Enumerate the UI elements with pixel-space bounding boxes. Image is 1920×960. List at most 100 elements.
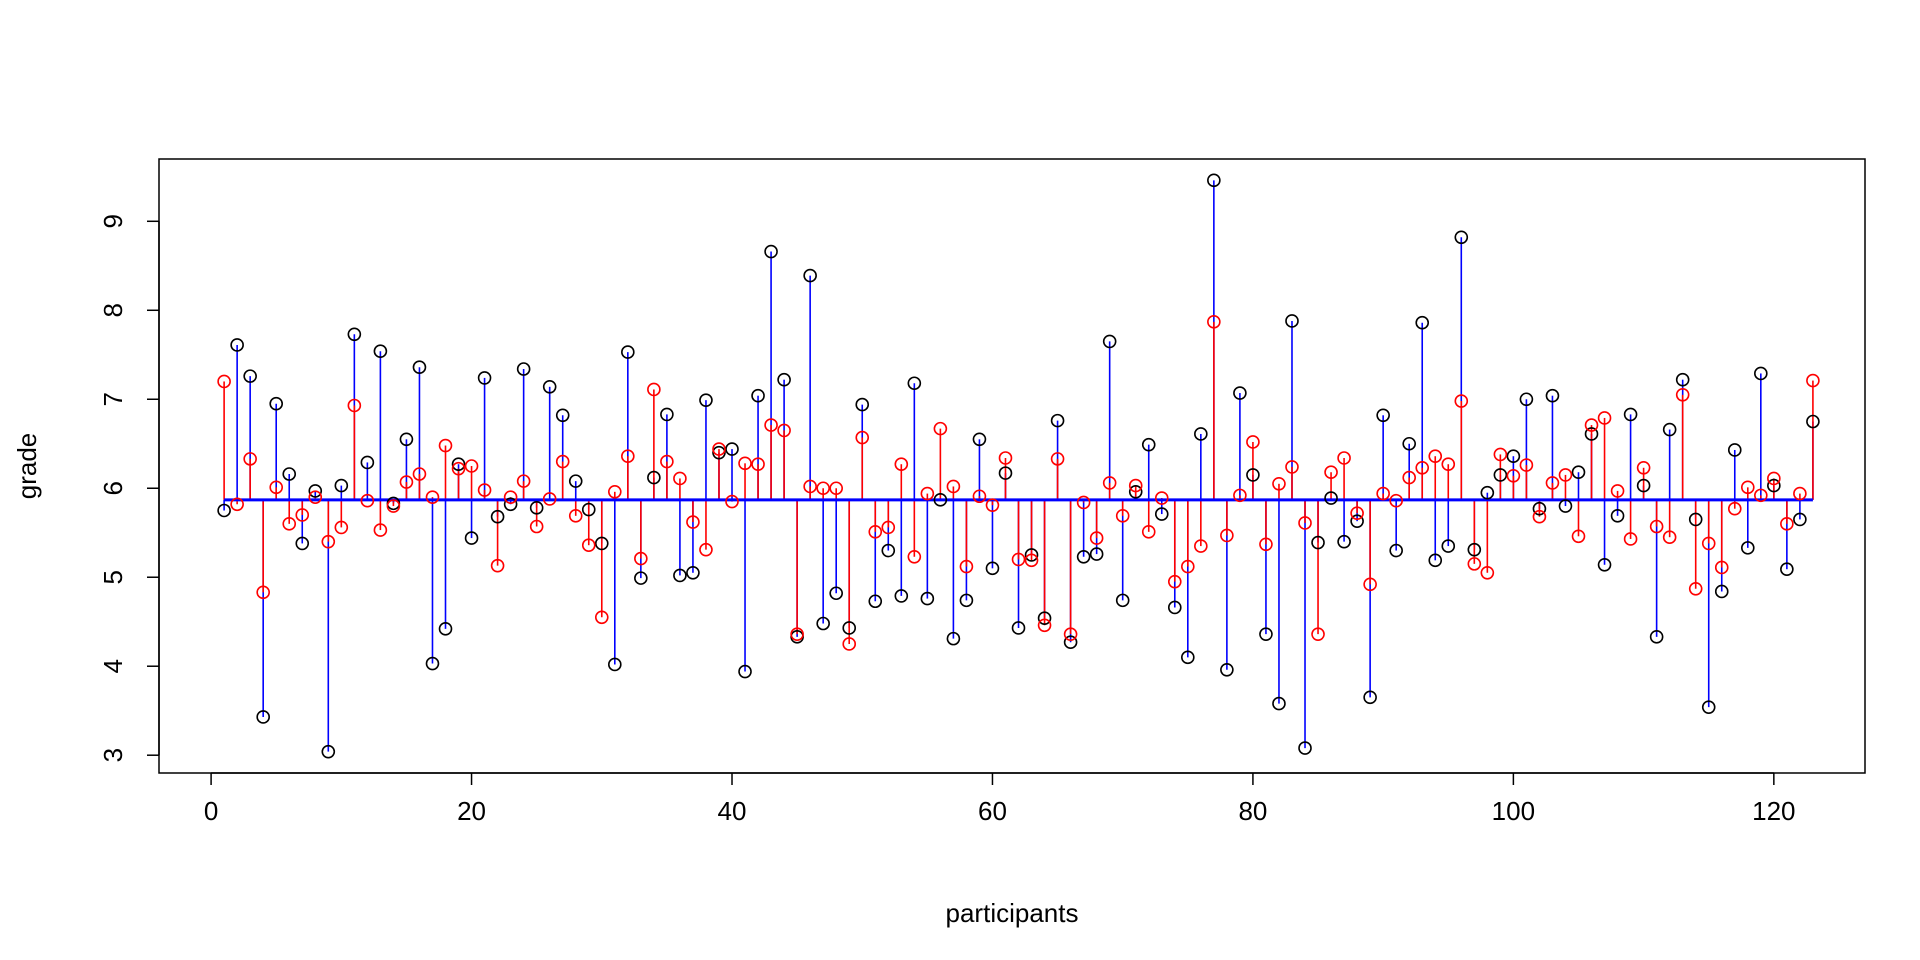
observed-point	[1767, 478, 1781, 493]
predicted-point	[1649, 519, 1664, 534]
predicted-point	[1584, 418, 1599, 432]
predicted-point	[555, 454, 570, 469]
observed-point	[1285, 314, 1299, 328]
predicted-point	[321, 534, 336, 549]
observed-point	[1688, 512, 1703, 527]
predicted-point	[1194, 539, 1208, 553]
observed-point	[542, 380, 557, 394]
predicted-point	[1350, 506, 1364, 520]
observed-point	[1324, 491, 1338, 505]
predicted-point	[1558, 468, 1573, 482]
predicted-point	[1076, 495, 1091, 510]
observed-point	[933, 493, 948, 507]
predicted-point	[1050, 452, 1065, 466]
predicted-point	[673, 471, 687, 486]
observed-point	[321, 744, 336, 759]
x-tick-label: 0	[204, 796, 218, 826]
observed-point	[1610, 509, 1625, 523]
predicted-point	[308, 490, 323, 504]
observed-point	[660, 407, 674, 422]
observed-point	[1467, 542, 1482, 557]
predicted-point	[282, 517, 297, 531]
observed-point	[1076, 549, 1091, 564]
observed-point	[1558, 499, 1573, 513]
predicted-point	[1806, 373, 1820, 388]
predicted-point	[1740, 480, 1755, 495]
observed-point	[1128, 485, 1143, 499]
observed-point	[1311, 535, 1325, 550]
observed-point	[1154, 507, 1169, 521]
observed-point	[998, 466, 1013, 480]
predicted-point	[1233, 488, 1247, 503]
observed-point	[1246, 468, 1260, 482]
y-tick-label: 4	[98, 659, 128, 673]
y-tick-label: 3	[98, 748, 128, 762]
predicted-point	[881, 520, 896, 535]
observed-point	[1754, 366, 1768, 381]
observed-point	[1740, 541, 1755, 555]
observed-point	[295, 536, 310, 551]
observed-point	[764, 244, 778, 259]
predicted-point	[386, 499, 401, 513]
observed-point	[282, 467, 297, 481]
predicted-point	[1141, 525, 1156, 539]
predicted-point	[1324, 465, 1338, 480]
observed-point	[1024, 548, 1039, 562]
predicted-point	[347, 398, 362, 413]
observed-point	[725, 442, 739, 456]
observed-point	[1532, 501, 1547, 516]
observed-point	[777, 372, 791, 387]
predicted-point	[1063, 627, 1078, 641]
predicted-point	[1701, 536, 1716, 551]
predicted-point	[373, 523, 388, 537]
predicted-point	[451, 461, 466, 476]
predicted-point	[1167, 574, 1182, 589]
predicted-point	[1714, 560, 1729, 575]
observed-point	[347, 327, 362, 342]
observed-point	[1102, 334, 1117, 349]
predicted-point	[1662, 530, 1677, 544]
observed-point	[503, 497, 518, 512]
predicted-point	[972, 489, 987, 504]
observed-point	[1350, 514, 1364, 528]
observed-point	[1793, 512, 1807, 527]
predicted-point	[1181, 559, 1195, 574]
predicted-point	[1154, 491, 1169, 505]
observed-point	[243, 369, 257, 383]
predicted-point	[516, 474, 531, 488]
predicted-point	[438, 438, 453, 453]
predicted-point	[529, 519, 544, 534]
predicted-point	[738, 456, 752, 471]
predicted-point	[412, 467, 427, 481]
observed-point	[1011, 621, 1026, 635]
predicted-point	[699, 542, 713, 557]
predicted-point	[907, 549, 922, 564]
observed-point	[1714, 584, 1729, 599]
observed-point	[985, 561, 1000, 576]
predicted-point	[360, 493, 375, 508]
observed-point	[308, 484, 323, 498]
predicted-points	[217, 315, 1820, 651]
observed-point	[1363, 690, 1377, 705]
x-tick-label: 120	[1752, 796, 1795, 826]
predicted-point	[1454, 394, 1469, 408]
observed-point	[1194, 427, 1208, 441]
observed-point	[946, 631, 961, 646]
predicted-point	[1675, 388, 1690, 402]
observed-point	[751, 388, 765, 403]
predicted-point	[1024, 553, 1039, 568]
y-tick-label: 8	[98, 303, 128, 317]
observed-point	[868, 594, 883, 609]
predicted-point	[608, 485, 622, 499]
y-axis-label: grade	[12, 433, 42, 500]
observed-stems	[223, 180, 1814, 752]
predicted-point	[985, 498, 1000, 512]
predicted-point	[490, 558, 505, 573]
predicted-point	[621, 449, 635, 464]
predicted-point	[334, 520, 349, 535]
predicted-point	[1115, 509, 1130, 523]
observed-point	[907, 376, 922, 391]
predicted-point	[568, 509, 583, 523]
predicted-point	[764, 418, 778, 432]
predicted-point	[790, 627, 804, 641]
